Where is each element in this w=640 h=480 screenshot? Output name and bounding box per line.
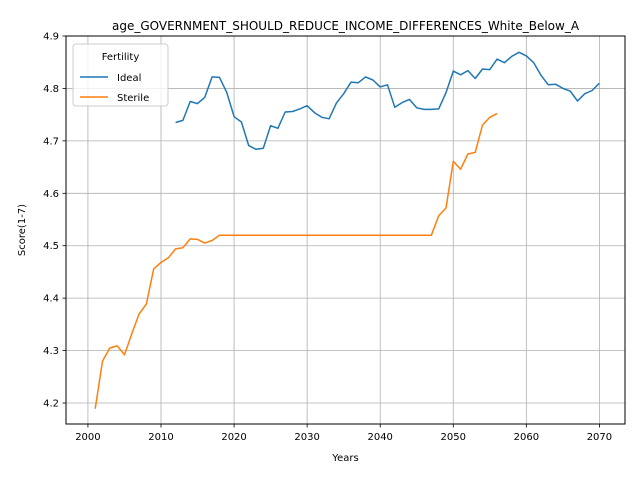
y-tick-label: 4.9 (43, 32, 59, 43)
chart-title: age_GOVERNMENT_SHOULD_REDUCE_INCOME_DIFF… (112, 19, 580, 33)
grid (66, 35, 625, 424)
x-tick-label: 2030 (294, 432, 319, 443)
series-layer (94, 51, 600, 409)
y-tick-label: 4.6 (43, 189, 59, 200)
legend-box (72, 43, 169, 107)
ticks: 2000 2010 2020 2030 2040 2050 2060 2070 4.2 4.3 4.… (43, 32, 612, 444)
legend-label-sterile: Sterile (117, 93, 149, 104)
y-tick-label: 4.3 (43, 346, 59, 357)
series-line-sterile (94, 112, 498, 409)
y-tick-label: 4.5 (43, 241, 59, 252)
x-tick-label: 2040 (367, 432, 392, 443)
x-tick-label: 2020 (221, 432, 246, 443)
x-tick-label: 2010 (148, 432, 173, 443)
y-tick-label: 4.7 (43, 136, 59, 147)
legend-title: Fertility (102, 52, 140, 63)
legend: Fertility Ideal Sterile (72, 43, 169, 107)
series-line-ideal (175, 51, 600, 151)
x-tick-label: 2070 (587, 432, 612, 443)
x-axis-label: Years (331, 453, 358, 464)
y-tick-label: 4.4 (43, 294, 59, 305)
plot-frame (65, 35, 626, 425)
y-axis-label: Score(1-7) (17, 204, 28, 256)
y-tick-label: 4.2 (43, 399, 59, 410)
x-tick-label: 2050 (441, 432, 466, 443)
y-tick-label: 4.8 (43, 84, 59, 95)
legend-label-ideal: Ideal (117, 73, 141, 84)
x-tick-label: 2000 (75, 432, 100, 443)
x-tick-label: 2060 (514, 432, 539, 443)
